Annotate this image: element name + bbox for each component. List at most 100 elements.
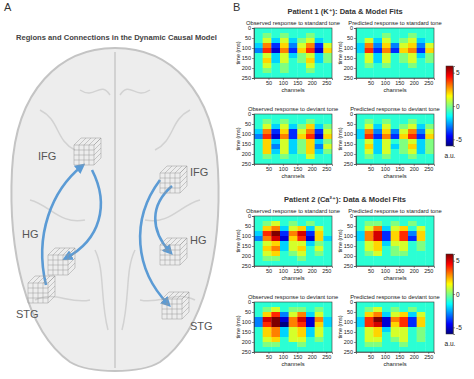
cells: [356, 216, 434, 266]
cell: [297, 221, 306, 226]
cell: [297, 322, 306, 327]
cell: [365, 73, 374, 78]
grid-line: [55, 276, 56, 296]
cell: [373, 114, 382, 119]
cell: [289, 43, 298, 48]
colorbar-title: a.u.: [445, 340, 456, 347]
cell: [356, 38, 365, 43]
cell: [399, 261, 408, 266]
cell: [365, 144, 374, 149]
cell: [356, 226, 365, 231]
cell: [306, 332, 315, 337]
tick-label: 200: [242, 65, 251, 71]
cell: [391, 337, 400, 342]
grid-line: [94, 158, 101, 165]
cell: [373, 159, 382, 164]
cell: [425, 129, 434, 134]
cell: [382, 332, 391, 337]
cell: [391, 68, 400, 73]
cell: [271, 134, 280, 139]
grid-line: [180, 173, 181, 193]
cell: [289, 53, 298, 58]
tick-label: 0: [248, 111, 251, 117]
cell: [408, 149, 417, 154]
cell: [399, 48, 408, 53]
cell: [382, 226, 391, 231]
cell: [399, 53, 408, 58]
tick-label: 100: [344, 233, 353, 239]
cell: [323, 236, 332, 241]
cell: [417, 28, 426, 33]
cell: [365, 58, 374, 63]
cell: [289, 246, 298, 251]
cell: [373, 231, 382, 236]
cell: [391, 261, 400, 266]
tick-mark: [453, 294, 455, 295]
cell: [280, 231, 289, 236]
tick-mark: [252, 266, 254, 267]
cell: [280, 154, 289, 159]
cell: [254, 119, 263, 124]
cell: [271, 33, 280, 38]
cell: [365, 159, 374, 164]
tick-mark: [453, 73, 455, 74]
cell: [425, 342, 434, 347]
colorbar-axis: 50-5: [453, 67, 462, 147]
cell: [271, 149, 280, 154]
cell: [280, 134, 289, 139]
grid-line: [68, 255, 69, 275]
cell: [254, 317, 263, 322]
cell: [323, 216, 332, 221]
cell: [306, 58, 315, 63]
cell: [356, 159, 365, 164]
connection-arrow: [42, 166, 82, 285]
cell: [425, 261, 434, 266]
tick-label: 100: [381, 80, 390, 86]
cell: [271, 337, 280, 342]
cell: [356, 144, 365, 149]
cell: [373, 124, 382, 129]
cell: [289, 28, 298, 33]
cell: [306, 256, 315, 261]
cell: [263, 73, 272, 78]
cell: [391, 33, 400, 38]
cell: [399, 317, 408, 322]
tick-label: 0: [350, 213, 353, 219]
cell: [289, 251, 298, 256]
tick-mark: [252, 322, 254, 323]
cell: [356, 139, 365, 144]
y-axis-title: time (ms): [337, 229, 343, 252]
tick-label: 100: [242, 319, 251, 325]
grid-line: [167, 238, 187, 239]
grid-line: [55, 248, 75, 249]
cell: [254, 337, 263, 342]
cell: [356, 68, 365, 73]
tick: 50: [368, 78, 374, 86]
cell: [417, 43, 426, 48]
connection-arrow: [140, 180, 168, 304]
grid-line: [160, 188, 180, 189]
cell: [365, 236, 374, 241]
tick: -5: [453, 136, 462, 143]
cell: [323, 73, 332, 78]
cell: [315, 114, 324, 119]
x-axis: 50100150200250: [255, 164, 333, 172]
cell: [382, 231, 391, 236]
cell: [391, 246, 400, 251]
cell: [315, 312, 324, 317]
cell: [315, 149, 324, 154]
cell: [382, 144, 391, 149]
colorbar-title: a.u.: [445, 152, 456, 159]
tick: 200: [410, 78, 419, 86]
cells: [356, 302, 434, 352]
cell: [323, 53, 332, 58]
cell: [323, 317, 332, 322]
grid-line: [162, 319, 182, 320]
cell: [408, 307, 417, 312]
cell: [399, 159, 408, 164]
cell: [297, 119, 306, 124]
grid-line: [187, 238, 188, 258]
tick-label: 150: [344, 243, 353, 249]
cell: [391, 312, 400, 317]
subplot-title: Observed response to deviant tone: [248, 294, 338, 300]
